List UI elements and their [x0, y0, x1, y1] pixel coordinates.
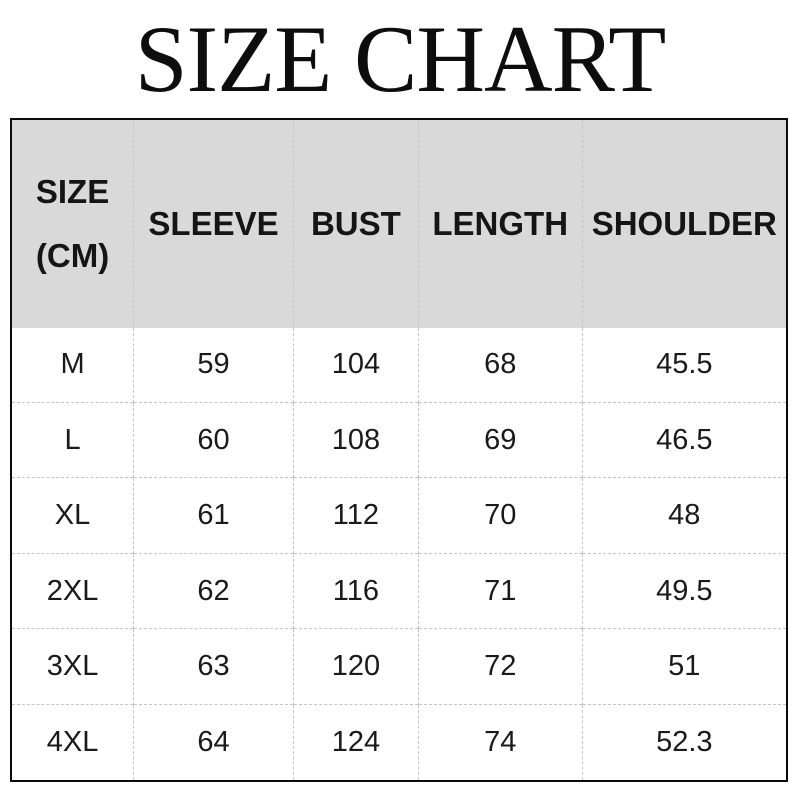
cell-shoulder: 49.5 [581, 552, 787, 629]
size-row-3xl: 3XL 63 120 72 51 [11, 628, 787, 705]
cell-shoulder: 45.5 [581, 328, 787, 403]
cell-length: 71 [417, 552, 583, 629]
size-row-2xl: 2XL 62 116 71 49.5 [11, 552, 787, 629]
cell-sleeve: 59 [133, 328, 294, 403]
cell-length: 72 [417, 628, 583, 705]
cell-size: M [11, 328, 134, 403]
cell-length: 68 [417, 328, 583, 403]
size-row-4xl: 4XL 64 124 74 52.3 [11, 703, 787, 781]
header-cell-sleeve: SLEEVE [133, 119, 294, 328]
cell-size: 3XL [11, 628, 134, 705]
cell-bust: 112 [292, 477, 419, 554]
cell-shoulder: 51 [581, 628, 787, 705]
cell-sleeve: 64 [133, 703, 294, 781]
cell-length: 69 [417, 401, 583, 478]
cell-sleeve: 63 [133, 628, 294, 705]
cell-shoulder: 48 [581, 477, 787, 554]
page-title: SIZE CHART [134, 6, 667, 112]
cell-shoulder: 52.3 [581, 703, 787, 781]
cell-size: L [11, 401, 134, 478]
header-size-line1: SIZE [35, 173, 110, 210]
header-cell-bust: BUST [292, 119, 419, 328]
cell-length: 74 [417, 703, 583, 781]
cell-sleeve: 61 [133, 477, 294, 554]
cell-shoulder: 46.5 [581, 401, 787, 478]
cell-size: 2XL [11, 552, 134, 629]
header-cell-size: SIZE (CM) [11, 119, 134, 328]
cell-bust: 124 [292, 703, 419, 781]
cell-sleeve: 60 [133, 401, 294, 478]
header-cell-length: LENGTH [417, 119, 583, 328]
cell-bust: 104 [292, 328, 419, 403]
cell-length: 70 [417, 477, 583, 554]
header-size-line2: (CM) [35, 237, 110, 274]
size-chart-table: SIZE (CM) SLEEVE BUST LENGTH SHOULDER M … [10, 118, 788, 782]
header-row: SIZE (CM) SLEEVE BUST LENGTH SHOULDER [11, 119, 787, 328]
cell-sleeve: 62 [133, 552, 294, 629]
cell-bust: 108 [292, 401, 419, 478]
cell-bust: 120 [292, 628, 419, 705]
cell-size: XL [11, 477, 134, 554]
cell-size: 4XL [11, 703, 134, 781]
size-row-xl: XL 61 112 70 48 [11, 477, 787, 554]
header-cell-shoulder: SHOULDER [581, 119, 787, 328]
size-row-l: L 60 108 69 46.5 [11, 401, 787, 478]
cell-bust: 116 [292, 552, 419, 629]
size-row-m: M 59 104 68 45.5 [11, 328, 787, 403]
